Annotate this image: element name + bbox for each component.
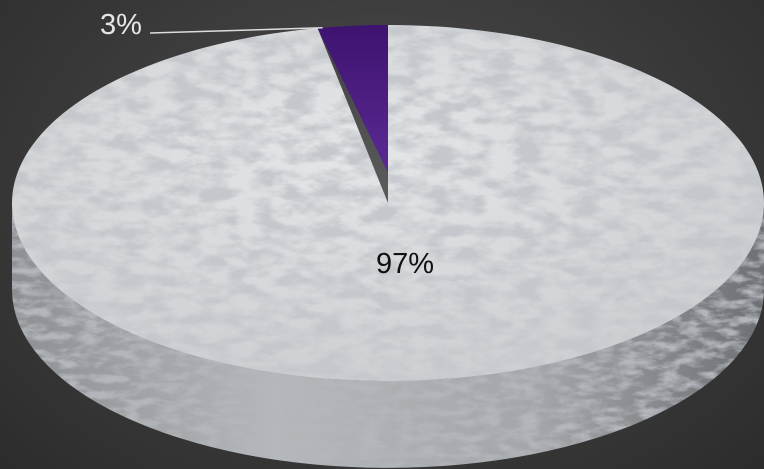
pie-labels: 97% 3% <box>100 9 434 280</box>
pie-slice-97 <box>12 25 764 382</box>
pie-top <box>12 25 764 382</box>
data-label-97: 97% <box>376 248 434 280</box>
pie-side-wall <box>12 203 764 468</box>
pie-side <box>12 203 764 468</box>
data-label-3: 3% <box>100 9 142 41</box>
pie-slice-3 <box>317 25 388 173</box>
leader-line-3 <box>149 27 323 34</box>
